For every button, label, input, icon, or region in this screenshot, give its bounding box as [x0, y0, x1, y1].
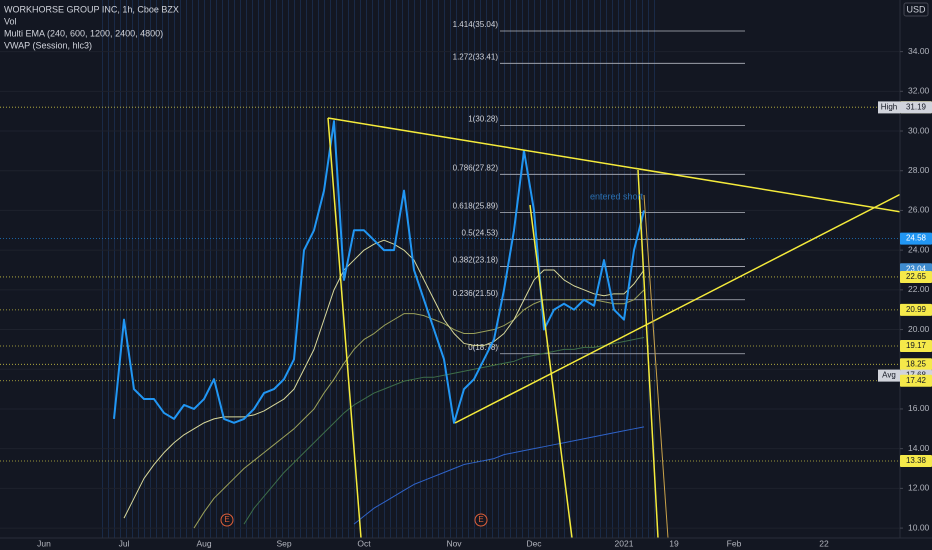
x-tick-label: 2021	[615, 538, 634, 548]
price-tag	[900, 374, 932, 387]
price-tag-name: High	[881, 103, 897, 112]
x-tick-label: Dec	[526, 538, 542, 548]
price-tag-label: 13.38	[906, 456, 927, 465]
y-tick-label: 34.00	[908, 46, 930, 56]
y-tick-label: 22.00	[908, 284, 930, 294]
x-tick-label: Feb	[727, 538, 742, 548]
trendline	[637, 169, 659, 539]
earnings-markers: E E	[220, 513, 488, 527]
price-tag-label: 24.58	[906, 234, 927, 243]
fib-label: 1.414(35.04)	[453, 20, 499, 29]
price-tag	[900, 454, 932, 467]
y-tick-label: 12.00	[908, 483, 930, 493]
price-tag	[900, 358, 932, 371]
x-tick-label: Jun	[37, 538, 51, 548]
earnings-label: E	[478, 515, 483, 524]
price-tag	[900, 232, 932, 245]
fib-label: 0.236(21.50)	[453, 289, 499, 298]
fib-label: 0.618(25.89)	[453, 202, 499, 211]
y-tick-label: 26.00	[908, 205, 930, 215]
indicator-label: VWAP (Session, hlc3)	[4, 40, 92, 50]
price-tag	[900, 303, 932, 316]
fib-label: 1(30.28)	[468, 115, 498, 124]
trendline	[454, 177, 932, 424]
x-tick-label: 19	[669, 538, 679, 548]
price-tag-label: 18.25	[906, 359, 927, 368]
y-tick-label: 24.00	[908, 244, 930, 254]
price-line	[243, 337, 645, 525]
x-tick-label: Aug	[196, 538, 211, 548]
y-tick-label: 20.00	[908, 324, 930, 334]
earnings-marker	[474, 513, 488, 527]
fib-label: 0.382(23.18)	[453, 256, 499, 265]
price-tag-name-box	[878, 369, 900, 382]
x-tick-label: Jul	[119, 538, 130, 548]
session-stripes	[100, 0, 660, 538]
price-tag-label: 23.04	[906, 264, 927, 273]
price-tag-name-box	[878, 101, 900, 114]
trendline	[327, 117, 362, 539]
trendlines	[327, 117, 932, 539]
trendline	[643, 194, 669, 539]
price-line	[353, 426, 645, 525]
indicator-label: Multi EMA (240, 600, 1200, 2400, 4800)	[4, 28, 163, 38]
fib-label: 0.786(27.82)	[453, 163, 499, 172]
price-tag-label: 20.99	[906, 305, 927, 314]
y-tick-label: 32.00	[908, 86, 930, 96]
x-tick-label: Oct	[357, 538, 371, 548]
fib-label: 0(18.78)	[468, 343, 498, 352]
fib-label: 1.272(33.41)	[453, 52, 499, 61]
price-tag	[900, 101, 932, 114]
x-tick-label: Sep	[276, 538, 291, 548]
earnings-marker	[220, 513, 234, 527]
fibonacci: 1.414(35.04) 1.272(33.41) 1(30.28) 0.786(27…	[453, 20, 745, 355]
y-tick-label: 30.00	[908, 125, 930, 135]
price-tag	[900, 270, 932, 283]
price-tag-label: 22.65	[906, 272, 927, 281]
price-line	[193, 289, 645, 529]
axis-labels: 10.0012.0014.0016.0018.0020.0022.0024.00…	[37, 46, 932, 548]
y-tick-label: 16.00	[908, 403, 930, 413]
price-tag-label: 19.17	[906, 341, 927, 350]
trendline	[529, 204, 573, 539]
chart-title: WORKHORSE GROUP INC, 1h, Cboe BZX	[4, 4, 179, 14]
price-line	[113, 120, 645, 424]
y-tick-label: 14.00	[908, 443, 930, 453]
currency-box	[903, 2, 929, 17]
indicator-label: Vol	[4, 16, 17, 26]
y-tick-label: 10.00	[908, 522, 930, 532]
price-lines	[0, 106, 900, 462]
grid	[0, 51, 900, 529]
earnings-label: E	[224, 515, 229, 524]
x-tick-label: Nov	[446, 538, 462, 548]
x-tick-label: 22	[819, 538, 829, 548]
price-tag-label: 31.19	[906, 103, 927, 112]
price-tag-name: Avg	[882, 371, 896, 380]
price-tag	[900, 340, 932, 353]
y-tick-label: 28.00	[908, 165, 930, 175]
note: entered short	[590, 191, 644, 201]
price-tag-label: 17.42	[906, 376, 927, 385]
price-line	[123, 239, 645, 519]
series	[113, 120, 645, 529]
fib-label: 0.5(24.53)	[462, 229, 499, 238]
currency: USD	[906, 4, 926, 14]
trendline	[327, 117, 932, 218]
